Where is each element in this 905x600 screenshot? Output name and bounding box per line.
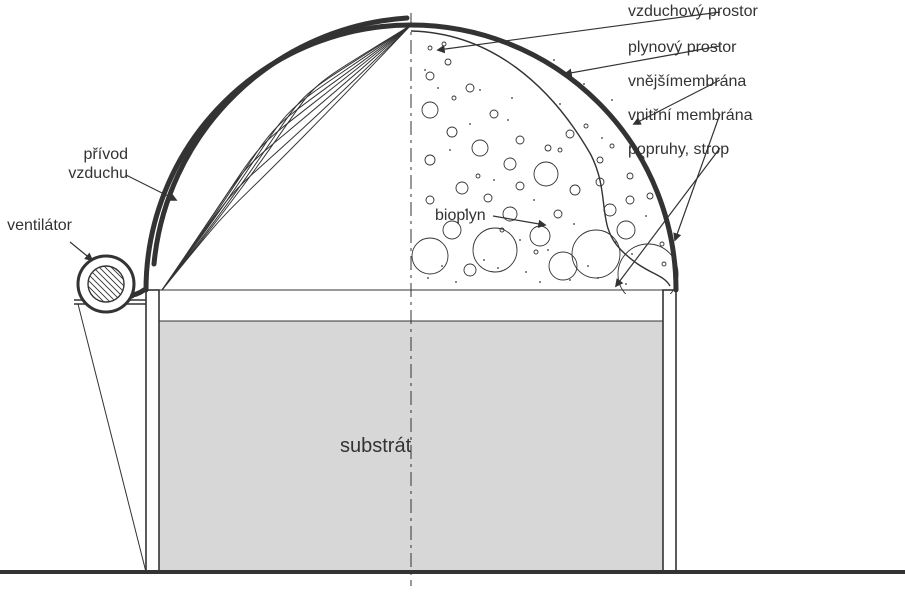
label-air-space: vzduchový prostor (628, 2, 758, 21)
label-fan: ventilátor (7, 216, 72, 235)
biogas-tank-diagram (74, 290, 676, 572)
ventilator-fan (78, 256, 134, 312)
label-inner-membrane: vnitřní membrána (628, 106, 753, 125)
label-gas-space: plynový prostor (628, 38, 737, 57)
membrane-straps-left (162, 25, 411, 290)
label-straps-ceiling: popruhy, strop (628, 140, 729, 159)
label-outer-membrane: vnějšímembrána (628, 72, 746, 91)
label-biogas: bioplyn (435, 206, 486, 225)
callout-arrows (70, 12, 720, 286)
label-substrate: substrát (340, 434, 411, 458)
label-air-inlet: přívod vzduchu (68, 145, 128, 183)
dome (124, 18, 676, 296)
